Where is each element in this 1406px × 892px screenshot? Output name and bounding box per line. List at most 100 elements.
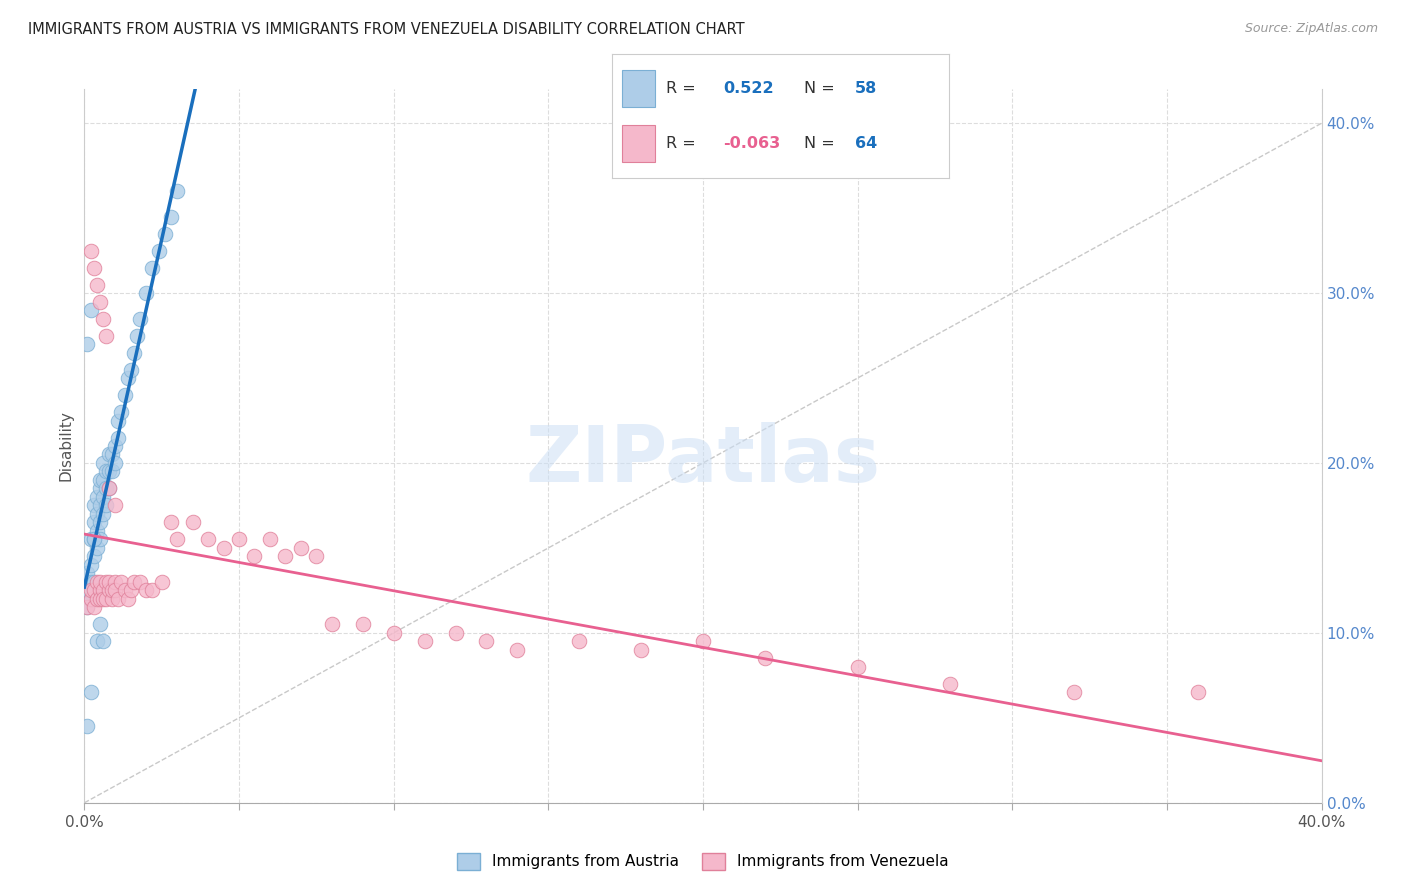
Point: [107, 413, 129, 427]
Point: [91, 634, 114, 648]
Point: [129, 574, 152, 589]
Point: [76, 719, 98, 733]
Point: [94, 465, 117, 479]
Point: [83, 260, 105, 275]
Point: [91, 591, 114, 606]
Point: [129, 311, 152, 326]
Point: [382, 626, 405, 640]
Point: [506, 643, 529, 657]
Point: [76, 566, 98, 581]
Text: 0.522: 0.522: [723, 81, 773, 96]
Point: [101, 583, 124, 598]
Text: -0.063: -0.063: [723, 136, 780, 151]
Point: [197, 533, 219, 547]
Point: [107, 430, 129, 444]
Point: [104, 499, 127, 513]
Point: [98, 448, 121, 462]
Point: [160, 210, 183, 224]
Point: [86, 541, 108, 555]
Point: [83, 574, 105, 589]
Text: IMMIGRANTS FROM AUSTRIA VS IMMIGRANTS FROM VENEZUELA DISABILITY CORRELATION CHAR: IMMIGRANTS FROM AUSTRIA VS IMMIGRANTS FR…: [28, 22, 745, 37]
Point: [94, 328, 117, 343]
Point: [98, 482, 121, 496]
Point: [141, 583, 163, 598]
Point: [104, 583, 127, 598]
Text: 64: 64: [855, 136, 877, 151]
Point: [939, 677, 962, 691]
Point: [79, 533, 101, 547]
Text: R =: R =: [665, 136, 700, 151]
Point: [79, 558, 101, 572]
Point: [692, 634, 714, 648]
Point: [181, 516, 204, 530]
Point: [79, 244, 101, 258]
Point: [122, 345, 145, 359]
Text: ZIPatlas: ZIPatlas: [526, 422, 880, 499]
Text: N =: N =: [804, 136, 839, 151]
Point: [98, 574, 121, 589]
Point: [89, 516, 111, 530]
Point: [91, 583, 114, 598]
Point: [630, 643, 652, 657]
Point: [86, 524, 108, 538]
Point: [79, 303, 101, 318]
Point: [101, 591, 124, 606]
Point: [79, 574, 101, 589]
Point: [86, 490, 108, 504]
Point: [83, 600, 105, 615]
Point: [135, 583, 157, 598]
Point: [101, 465, 124, 479]
Point: [120, 583, 142, 598]
Point: [98, 482, 121, 496]
Point: [104, 574, 127, 589]
Point: [91, 473, 114, 487]
Point: [101, 448, 124, 462]
Point: [76, 583, 98, 598]
Point: [91, 311, 114, 326]
Point: [98, 583, 121, 598]
Point: [104, 456, 127, 470]
Point: [114, 388, 136, 402]
Point: [89, 574, 111, 589]
Point: [86, 277, 108, 292]
Point: [1187, 685, 1209, 699]
Point: [94, 482, 117, 496]
Point: [94, 591, 117, 606]
Point: [125, 328, 148, 343]
Point: [321, 617, 343, 632]
Point: [475, 634, 498, 648]
Point: [141, 260, 163, 275]
Point: [153, 227, 176, 241]
Point: [89, 473, 111, 487]
Point: [1063, 685, 1085, 699]
Point: [135, 286, 157, 301]
Point: [91, 456, 114, 470]
Point: [413, 634, 436, 648]
Point: [76, 600, 98, 615]
Text: Source: ZipAtlas.com: Source: ZipAtlas.com: [1244, 22, 1378, 36]
Point: [83, 516, 105, 530]
Point: [104, 439, 127, 453]
Point: [79, 583, 101, 598]
Point: [89, 294, 111, 309]
Point: [89, 533, 111, 547]
Point: [98, 465, 121, 479]
Point: [83, 499, 105, 513]
Point: [117, 371, 139, 385]
Point: [89, 499, 111, 513]
Legend: Immigrants from Austria, Immigrants from Venezuela: Immigrants from Austria, Immigrants from…: [450, 846, 956, 877]
Point: [117, 591, 139, 606]
Point: [259, 533, 281, 547]
Point: [107, 591, 129, 606]
Bar: [621, 125, 655, 162]
Point: [160, 516, 183, 530]
Point: [86, 634, 108, 648]
Point: [91, 507, 114, 521]
Point: [352, 617, 374, 632]
Point: [89, 617, 111, 632]
Point: [83, 549, 105, 564]
Point: [150, 574, 173, 589]
Point: [568, 634, 591, 648]
Point: [86, 574, 108, 589]
Point: [166, 184, 188, 198]
